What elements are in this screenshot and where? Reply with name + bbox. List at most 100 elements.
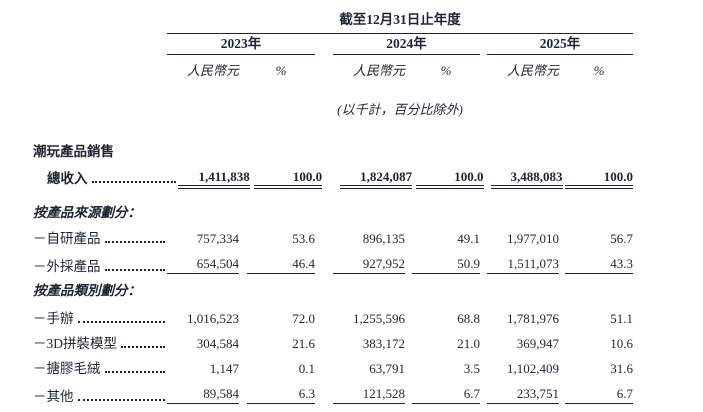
value-rmb-2025: 1,102,409 [507, 361, 559, 376]
value-rmb-2025: 1,781,976 [507, 311, 559, 326]
value-pct-2025: 10.6 [610, 336, 633, 351]
value-rmb-2024: 927,952 [333, 256, 405, 274]
row-label-cell: －搪膠毛絨 [33, 361, 167, 376]
value-rmb-2023: 654,504 [167, 256, 239, 274]
values-2025: 3,488,083 100.0 [490, 169, 633, 189]
units-2025: 人民幣元 % [487, 63, 633, 78]
value-rmb-2024: 1,255,596 [353, 311, 405, 326]
units-header-row: 人民幣元 % 人民幣元 % 人民幣元 % [167, 63, 633, 78]
value-rmb-2025: 369,947 [516, 336, 559, 351]
units-2023: 人民幣元 % [167, 63, 315, 78]
row-label: －手辦 [33, 311, 74, 326]
values-2024: 383,172 21.0 [333, 336, 480, 351]
values-2025: 233,751 6.7 [487, 386, 633, 404]
year-header-2023: 2023年 [167, 36, 315, 55]
value-pct-2024: 100.0 [415, 169, 484, 189]
row-label-cell: 潮玩產品銷售 [33, 144, 167, 159]
row-label: －外採產品 [33, 259, 101, 274]
units-2024: 人民幣元 % [333, 63, 480, 78]
value-pct-2025: 100.0 [564, 169, 633, 189]
table-row-3d-assembly-models: －3D拼裝模型 304,584 21.6 383,172 21.0 369,94… [33, 336, 633, 351]
table-row-vinyl-plush: －搪膠毛絨 1,147 0.1 63,791 3.5 1,102,409 31.… [33, 361, 633, 376]
unit-percent-2023: % [275, 63, 287, 78]
unit-percent-2025: % [593, 63, 605, 78]
table-row-self-developed: －自研產品 757,334 53.6 896,135 49.1 1,977,01… [33, 231, 633, 246]
value-rmb-2025: 233,751 [487, 386, 559, 404]
values-2024: 121,528 6.7 [333, 386, 480, 404]
value-rmb-2024: 1,824,087 [340, 169, 413, 189]
value-pct-2024: 21.0 [457, 336, 480, 351]
values-2025: 1,781,976 51.1 [487, 311, 633, 326]
value-rmb-2023: 304,584 [196, 336, 239, 351]
value-pct-2025: 51.1 [610, 311, 633, 326]
values-2023: 1,411,838 100.0 [177, 169, 323, 189]
dot-leader [77, 399, 165, 401]
values-2025: 1,977,010 56.7 [487, 231, 633, 246]
value-pct-2024: 49.1 [457, 231, 480, 246]
row-label: －3D拼裝模型 [33, 336, 117, 351]
table-row-total-revenue: 總收入 1,411,838 100.0 1,824,087 100.0 3,48… [33, 169, 633, 189]
value-rmb-2024: 383,172 [362, 336, 405, 351]
dot-leader [104, 269, 165, 271]
row-label-cell: 按產品來源劃分： [33, 205, 167, 220]
values-2023: 654,504 46.4 [167, 256, 315, 274]
value-pct-2023: 6.3 [247, 386, 315, 404]
value-pct-2025: 43.3 [565, 256, 633, 274]
row-label-cell: －其他 [33, 386, 167, 404]
row-label-cell: 總收入 [33, 169, 178, 186]
dot-leader [121, 346, 165, 348]
year-header-2024: 2024年 [333, 36, 480, 55]
table-row-others: －其他 89,584 6.3 121,528 6.7 233,751 6.7 [33, 386, 633, 404]
table-row-figures: －手辦 1,016,523 72.0 1,255,596 68.8 1,781,… [33, 311, 633, 326]
values-2024: 63,791 3.5 [333, 361, 480, 376]
header-top-rule [167, 33, 633, 34]
row-label: 按產品來源劃分： [33, 205, 141, 220]
row-label: 潮玩產品銷售 [33, 144, 114, 159]
values-2023: 1,016,523 72.0 [167, 311, 315, 326]
value-pct-2025: 56.7 [610, 231, 633, 246]
value-pct-2023: 100.0 [254, 169, 323, 189]
row-label-cell: 按產品類別劃分： [33, 283, 167, 298]
values-2023: 757,334 53.6 [167, 231, 315, 246]
value-rmb-2024: 63,791 [369, 361, 405, 376]
row-label: 總收入 [47, 171, 88, 186]
year-header-2025: 2025年 [487, 36, 633, 55]
values-2023: 304,584 21.6 [167, 336, 315, 351]
unit-percent-2024: % [440, 63, 452, 78]
value-pct-2024: 50.9 [412, 256, 480, 274]
value-pct-2023: 21.6 [292, 336, 315, 351]
dot-leader [77, 321, 165, 323]
value-pct-2024: 68.8 [457, 311, 480, 326]
value-rmb-2025: 3,488,083 [490, 169, 563, 189]
value-rmb-2025: 1,511,073 [487, 256, 559, 274]
value-rmb-2023: 89,584 [167, 386, 239, 404]
dot-leader [104, 371, 165, 373]
row-label-cell: －外採產品 [33, 256, 167, 274]
values-2025: 1,102,409 31.6 [487, 361, 633, 376]
row-label: －其他 [33, 389, 74, 404]
unit-currency-2025: 人民幣元 [506, 63, 559, 78]
value-pct-2024: 3.5 [463, 361, 480, 376]
table-row-section-by-source: 按產品來源劃分： [33, 205, 633, 220]
year-header-row: 2023年 2024年 2025年 [167, 36, 633, 55]
values-2025: 369,947 10.6 [487, 336, 633, 351]
value-rmb-2024: 896,135 [362, 231, 405, 246]
dot-leader [104, 241, 165, 243]
row-label-cell: －手辦 [33, 311, 167, 326]
value-rmb-2024: 121,528 [333, 386, 405, 404]
value-pct-2025: 6.7 [565, 386, 633, 404]
values-2024: 927,952 50.9 [333, 256, 480, 274]
value-rmb-2023: 757,334 [196, 231, 239, 246]
row-label-cell: －3D拼裝模型 [33, 336, 167, 351]
table-row-group-label: 潮玩產品銷售 [33, 144, 633, 159]
row-label: 按產品類別劃分： [33, 283, 141, 298]
value-pct-2023: 0.1 [298, 361, 315, 376]
row-label-cell: －自研產品 [33, 231, 167, 246]
value-rmb-2025: 1,977,010 [507, 231, 559, 246]
value-pct-2023: 72.0 [292, 311, 315, 326]
value-pct-2023: 46.4 [247, 256, 315, 274]
revenue-breakdown-table: 截至12月31日止年度 2023年 2024年 2025年 人民幣元 % 人民幣… [33, 12, 633, 404]
units-note: (以千計，百分比除外) [337, 102, 463, 117]
value-rmb-2023: 1,411,838 [177, 169, 250, 189]
